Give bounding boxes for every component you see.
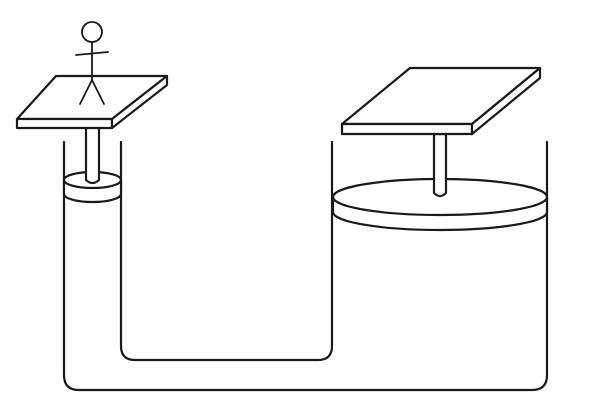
small-platform-side <box>110 74 169 130</box>
stick-figure-right-leg <box>91 79 105 105</box>
stick-figure-left-leg <box>79 79 93 105</box>
vessel-outer-wall <box>62 140 549 392</box>
large-platform-front <box>340 122 474 136</box>
stick-figure-arms <box>75 51 109 56</box>
vessel <box>62 140 549 392</box>
small-piston-rod <box>84 116 101 185</box>
small-piston <box>62 116 123 204</box>
large-piston-rod <box>432 132 448 198</box>
large-piston <box>331 132 549 232</box>
stick-figure-icon <box>75 21 109 105</box>
large-platform <box>340 66 542 136</box>
stick-figure-head <box>81 21 103 43</box>
large-platform-side <box>470 66 542 136</box>
small-platform <box>15 74 169 130</box>
vessel-inner-wall <box>119 140 334 362</box>
small-platform-front <box>15 117 114 130</box>
